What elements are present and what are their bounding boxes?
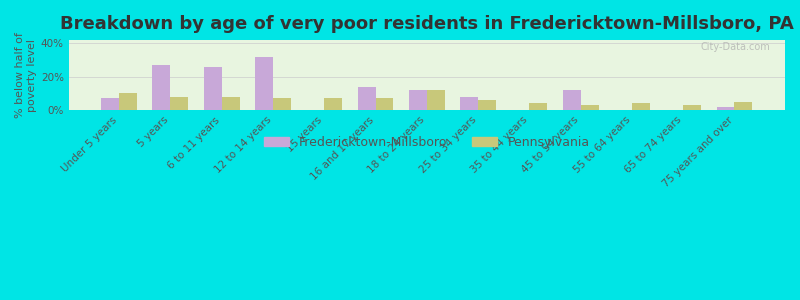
Bar xyxy=(204,67,222,110)
Text: City-Data.com: City-Data.com xyxy=(701,42,770,52)
Bar xyxy=(734,102,753,110)
Title: Breakdown by age of very poor residents in Fredericktown-Millsboro, PA: Breakdown by age of very poor residents … xyxy=(60,15,794,33)
Bar xyxy=(170,97,188,110)
Bar xyxy=(358,87,375,110)
Legend: Fredericktown-Millsboro, Pennsylvania: Fredericktown-Millsboro, Pennsylvania xyxy=(259,131,594,154)
Bar xyxy=(101,98,119,110)
Bar xyxy=(409,90,427,110)
Bar xyxy=(273,98,291,110)
Y-axis label: % below half of
poverty level: % below half of poverty level xyxy=(15,32,37,118)
Bar xyxy=(153,65,170,110)
Bar xyxy=(460,97,478,110)
Bar xyxy=(581,105,598,110)
Bar xyxy=(717,106,734,110)
Bar xyxy=(683,105,701,110)
Bar xyxy=(562,90,581,110)
Bar xyxy=(632,103,650,110)
Bar xyxy=(324,98,342,110)
Bar xyxy=(427,90,445,110)
Bar xyxy=(119,93,137,110)
Bar xyxy=(530,103,547,110)
Bar xyxy=(375,98,394,110)
Bar xyxy=(478,100,496,110)
Bar xyxy=(255,57,273,110)
Bar xyxy=(222,97,240,110)
